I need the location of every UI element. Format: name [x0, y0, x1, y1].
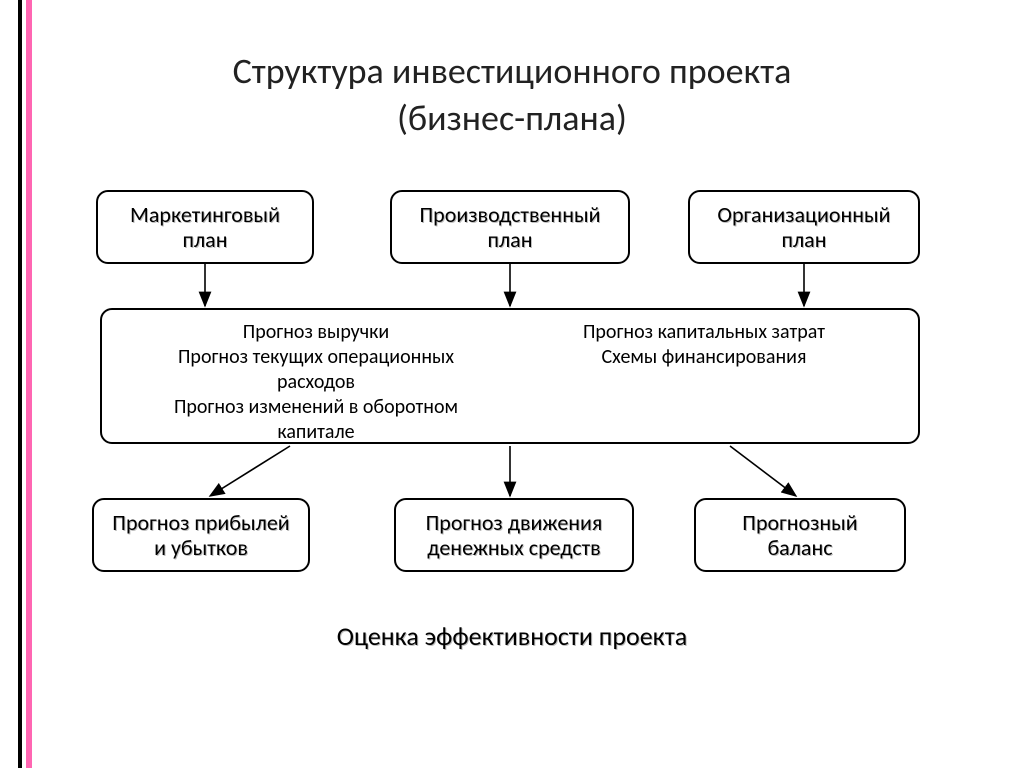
text: план [183, 226, 228, 253]
forecasts-left-col: Прогноз выручки Прогноз текущих операцио… [122, 320, 510, 445]
text: Производственный [420, 201, 601, 228]
forecasts-right-col: Прогноз капитальных затрат Схемы финанси… [510, 320, 898, 370]
box-forecasts: Прогноз выручки Прогноз текущих операцио… [100, 308, 920, 444]
title-line2: (бизнес-плана) [397, 96, 627, 140]
box-balance: Прогнозный баланс [694, 498, 906, 572]
box-label: Прогноз прибылей и убытков [112, 510, 289, 561]
box-production-plan: Производственный план [390, 190, 630, 264]
box-label: Маркетинговый план [130, 202, 280, 253]
text: и убытков [154, 534, 248, 561]
text: расходов [277, 370, 355, 394]
box-cashflow: Прогноз движения денежных средств [394, 498, 634, 572]
box-label: Организационный план [717, 202, 890, 253]
text: Прогноз движения [426, 509, 603, 536]
text: план [782, 226, 827, 253]
text: баланс [767, 534, 832, 561]
text: Прогноз капитальных затрат [583, 320, 825, 344]
text: Маркетинговый [130, 201, 280, 228]
text: план [488, 226, 533, 253]
box-org-plan: Организационный план [688, 190, 920, 264]
text: Организационный [717, 201, 890, 228]
slide: Структура инвестиционного проекта (бизне… [0, 0, 1024, 768]
text: денежных средств [427, 534, 600, 561]
text: Прогноз текущих операционных [178, 345, 454, 369]
text: Прогнозный [742, 509, 857, 536]
slide-title: Структура инвестиционного проекта (бизне… [0, 48, 1024, 142]
box-marketing-plan: Маркетинговый план [96, 190, 314, 264]
title-line1: Структура инвестиционного проекта [233, 49, 792, 93]
text: Прогноз изменений в оборотном [174, 395, 458, 419]
text: Схемы финансирования [602, 345, 807, 369]
text: капитале [277, 420, 354, 444]
text: Прогноз прибылей [112, 509, 289, 536]
box-label: Прогнозный баланс [742, 510, 857, 561]
text: Прогноз выручки [243, 320, 389, 344]
footer-caption: Оценка эффективности проекта [0, 620, 1024, 652]
box-label: Прогноз движения денежных средств [426, 510, 603, 561]
box-label: Производственный план [420, 202, 601, 253]
text: Оценка эффективности проекта [337, 620, 687, 652]
box-profit-loss: Прогноз прибылей и убытков [92, 498, 310, 572]
